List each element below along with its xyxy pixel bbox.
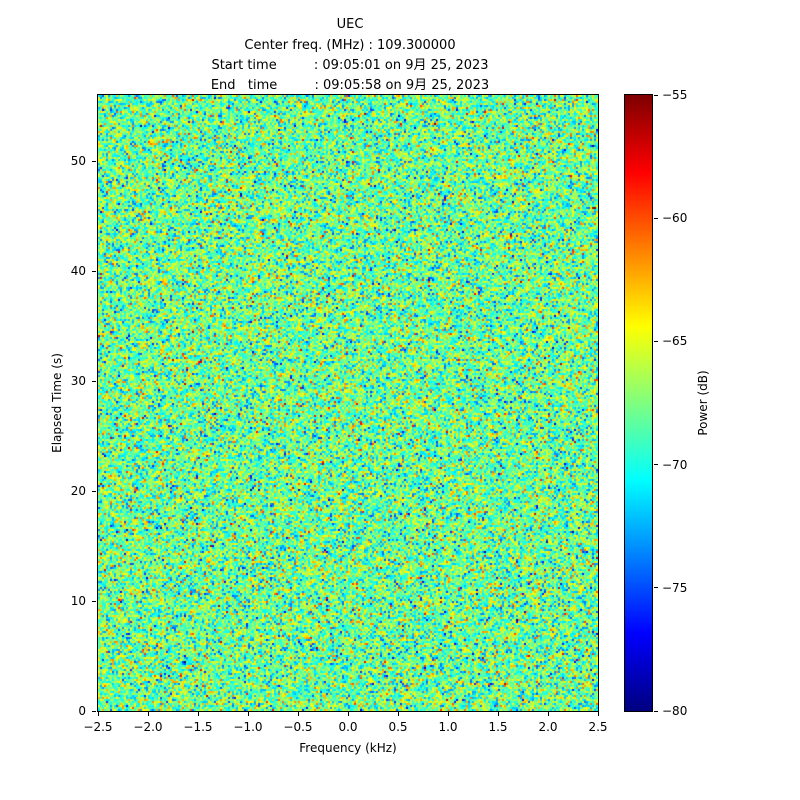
- colorbar-tick-label: −60: [662, 211, 688, 226]
- x-tick-mark: [597, 712, 599, 716]
- x-tick-mark: [447, 712, 449, 716]
- colorbar-tick-mark: [654, 94, 658, 96]
- y-tick-mark: [92, 710, 96, 712]
- y-tick-mark: [92, 160, 96, 162]
- x-tick-mark: [547, 712, 549, 716]
- x-tick-label: 1.5: [488, 720, 508, 734]
- x-tick-mark: [197, 712, 199, 716]
- x-tick-mark: [247, 712, 249, 716]
- colorbar-tick-mark: [654, 464, 658, 466]
- y-tick-label: 20: [70, 484, 86, 498]
- header-end-time: End time : 09:05:58 on 9月 25, 2023: [210, 78, 490, 93]
- x-tick-label: 0.0: [338, 720, 358, 734]
- plot-title: UEC: [336, 17, 364, 32]
- header-start-time: Start time : 09:05:01 on 9月 25, 2023: [211, 58, 489, 73]
- x-tick-label: 0.5: [388, 720, 408, 734]
- header-center-freq: Center freq. (MHz) : 109.300000: [244, 38, 456, 53]
- colorbar-tick-label: −70: [662, 457, 688, 472]
- colorbar-tick-mark: [654, 710, 658, 712]
- colorbar-tick-label: −65: [662, 334, 688, 349]
- x-tick-mark: [147, 712, 149, 716]
- colorbar-tick-label: −55: [662, 88, 688, 102]
- x-tick-mark: [397, 712, 399, 716]
- colorbar-canvas: [625, 95, 652, 711]
- colorbar-tick-label: −75: [662, 580, 688, 595]
- y-tick-label: 10: [70, 594, 86, 608]
- y-axis-label: Elapsed Time (s): [50, 353, 64, 453]
- x-tick-label: 2.0: [538, 720, 558, 734]
- x-tick-mark: [497, 712, 499, 716]
- x-tick-label: −1.0: [233, 720, 263, 734]
- spectrogram-canvas: [98, 95, 598, 711]
- x-tick-label: −1.5: [183, 720, 213, 734]
- y-tick-label: 40: [70, 264, 86, 278]
- colorbar-tick-label: −80: [662, 704, 688, 718]
- x-tick-mark: [97, 712, 99, 716]
- x-tick-mark: [347, 712, 349, 716]
- x-tick-label: 2.5: [588, 720, 608, 734]
- colorbar-tick-mark: [654, 217, 658, 219]
- y-tick-mark: [92, 270, 96, 272]
- x-tick-label: −2.5: [83, 720, 113, 734]
- colorbar: [624, 94, 653, 712]
- y-tick-mark: [92, 600, 96, 602]
- y-tick-label: 30: [70, 374, 86, 388]
- y-tick-label: 50: [70, 154, 86, 168]
- y-tick-mark: [92, 490, 96, 492]
- x-tick-label: −2.0: [133, 720, 163, 734]
- plot-area: [97, 94, 599, 712]
- colorbar-label: Power (dB): [696, 370, 710, 436]
- colorbar-tick-mark: [654, 587, 658, 589]
- x-axis-label: Frequency (kHz): [299, 741, 397, 755]
- x-tick-mark: [297, 712, 299, 716]
- x-tick-label: 1.0: [438, 720, 458, 734]
- colorbar-tick-mark: [654, 340, 658, 342]
- y-tick-mark: [92, 380, 96, 382]
- y-tick-label: 0: [78, 704, 86, 718]
- x-tick-label: −0.5: [283, 720, 313, 734]
